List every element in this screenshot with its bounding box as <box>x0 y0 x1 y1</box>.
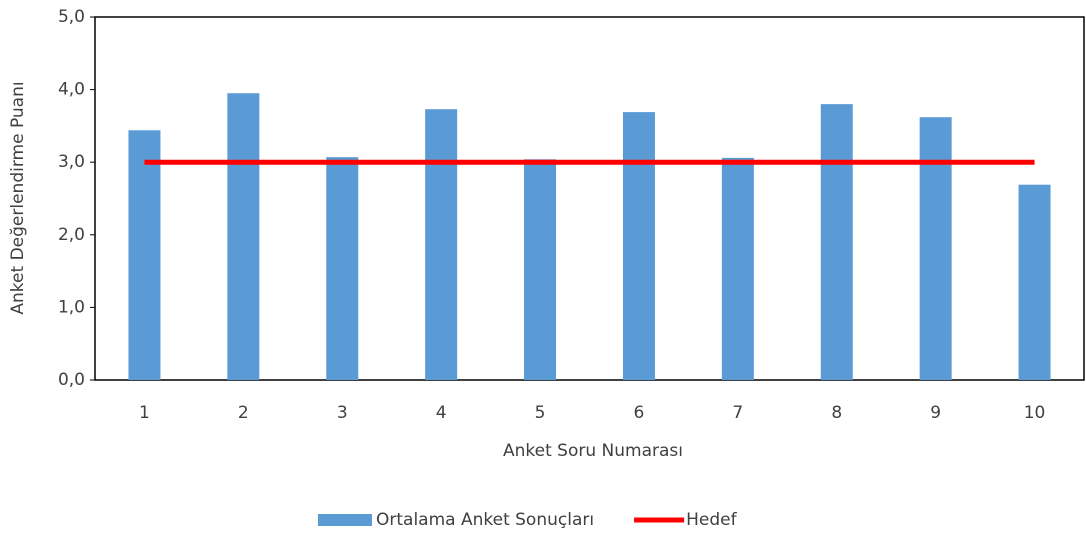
bar <box>128 130 161 380</box>
x-tick-label: 10 <box>1024 403 1046 423</box>
y-tick-label: 2,0 <box>58 225 85 245</box>
bar <box>425 109 458 381</box>
x-tick-label: 1 <box>139 403 150 423</box>
x-tick-label: 9 <box>930 403 941 423</box>
x-tick-label: 3 <box>337 403 348 423</box>
y-tick-label: 0,0 <box>58 370 85 390</box>
bar <box>820 104 853 381</box>
bar <box>919 117 952 381</box>
y-tick-label: 4,0 <box>58 80 85 100</box>
bar <box>326 157 359 380</box>
legend-label: Ortalama Anket Sonuçları <box>376 510 594 530</box>
x-tick-label: 5 <box>535 403 546 423</box>
legend-label: Hedef <box>686 510 737 530</box>
x-tick-label: 4 <box>436 403 447 423</box>
x-tick-label: 6 <box>634 403 645 423</box>
y-tick-label: 5,0 <box>58 7 85 27</box>
bar <box>721 157 754 380</box>
bar <box>524 159 557 380</box>
x-tick-label: 7 <box>732 403 743 423</box>
x-axis-title: Anket Soru Numarası <box>503 441 683 461</box>
legend-swatch <box>318 514 372 526</box>
bar <box>622 112 655 380</box>
y-axis-title: Anket Değerlendirme Puanı <box>8 81 28 314</box>
x-tick-label: 2 <box>238 403 249 423</box>
y-tick-label: 1,0 <box>58 297 85 317</box>
bar <box>1018 184 1051 380</box>
y-tick-label: 3,0 <box>58 152 85 172</box>
x-tick-label: 8 <box>831 403 842 423</box>
bar <box>227 93 260 380</box>
plot-frame <box>94 16 1085 381</box>
